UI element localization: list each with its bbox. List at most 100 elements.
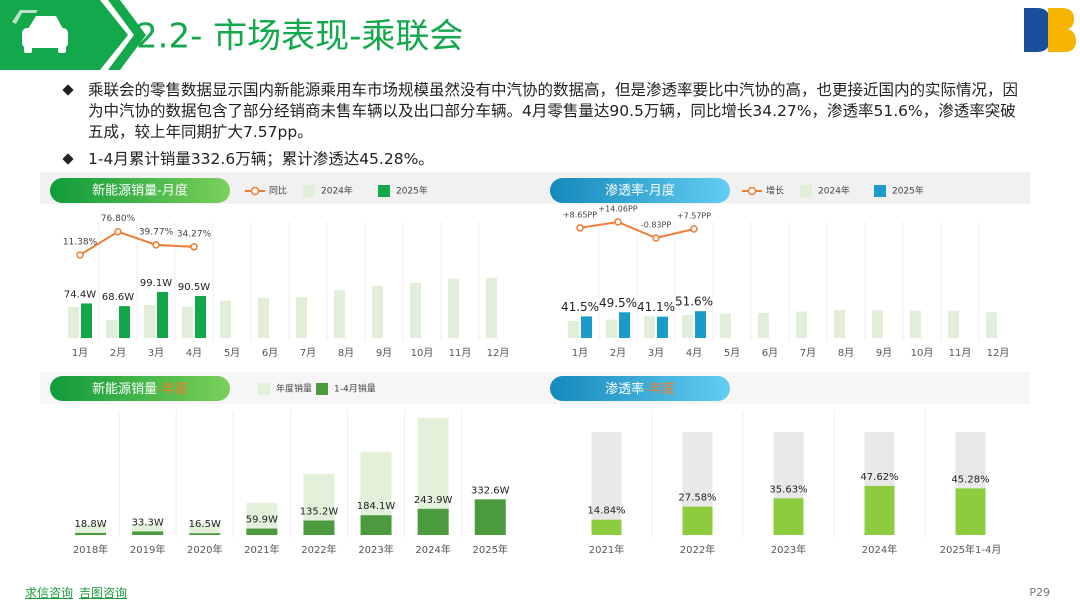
data-label: -0.83PP bbox=[641, 221, 672, 230]
x-tick-label: 2019年 bbox=[130, 543, 165, 556]
bar bbox=[334, 290, 345, 338]
bar bbox=[246, 528, 278, 535]
x-tick-label: 10月 bbox=[911, 347, 934, 359]
x-tick-label: 8月 bbox=[838, 347, 854, 359]
chart-title-pill bbox=[50, 376, 230, 401]
data-label: +14.06PP bbox=[598, 204, 637, 213]
data-label: 135.2W bbox=[300, 506, 339, 517]
line-point bbox=[114, 227, 122, 236]
x-tick-label: 2025年1-4月 bbox=[940, 543, 1002, 556]
data-label: 41.5% bbox=[561, 300, 599, 314]
data-label: +7.57PP bbox=[677, 211, 711, 220]
footer-link[interactable]: 求信咨询 bbox=[25, 586, 74, 600]
data-label: 243.9W bbox=[414, 495, 453, 506]
bar bbox=[619, 312, 630, 338]
legend-swatch bbox=[303, 185, 315, 197]
x-tick-label: 2020年 bbox=[187, 543, 222, 556]
x-tick-label: 2018年 bbox=[73, 543, 108, 556]
x-tick-label: 2月 bbox=[610, 347, 626, 359]
bar bbox=[119, 306, 130, 338]
page-number: P29 bbox=[1029, 586, 1050, 599]
line-point bbox=[614, 218, 622, 226]
legend-swatch bbox=[378, 185, 390, 197]
data-label: 34.27% bbox=[177, 229, 212, 239]
bar bbox=[682, 506, 713, 535]
x-tick-label: 2025年 bbox=[473, 543, 508, 556]
bar bbox=[864, 485, 895, 535]
x-tick-label: 1月 bbox=[572, 347, 588, 359]
chart-title-pill bbox=[50, 178, 230, 203]
data-label: 68.6W bbox=[102, 292, 134, 303]
x-tick-label: 2021年 bbox=[589, 543, 624, 556]
chart-title-pill bbox=[550, 178, 730, 203]
bar bbox=[360, 515, 392, 535]
x-tick-label: 3月 bbox=[148, 347, 164, 359]
bar bbox=[189, 533, 221, 535]
data-label: 35.63% bbox=[769, 484, 807, 495]
bullets: 乘联会的零售数据显示国内新能源乘用车市场规模虽然没有中汽协的数据高，但是渗透率要… bbox=[62, 80, 1022, 176]
legend-swatch bbox=[800, 185, 812, 197]
bar bbox=[182, 306, 193, 338]
x-tick-label: 7月 bbox=[800, 347, 816, 359]
x-tick-label: 12月 bbox=[987, 347, 1010, 359]
legend-label: 2025年 bbox=[892, 185, 924, 197]
data-label: 47.62% bbox=[860, 472, 898, 483]
x-tick-label: 2月 bbox=[110, 347, 126, 359]
bar bbox=[75, 524, 107, 535]
x-tick-label: 2024年 bbox=[862, 543, 897, 556]
legend-label: 1-4月销量 bbox=[334, 383, 376, 395]
x-tick-label: 9月 bbox=[876, 347, 892, 359]
chart-title: 新能源销量-月度 bbox=[92, 183, 188, 199]
line-point bbox=[190, 243, 198, 251]
chart-title: 渗透率-年度 bbox=[605, 381, 675, 397]
line-point bbox=[576, 224, 584, 232]
data-label: +8.65PP bbox=[563, 210, 597, 219]
legend-label: 年度销量 bbox=[276, 383, 312, 395]
x-tick-label: 11月 bbox=[949, 347, 972, 359]
line-point bbox=[690, 225, 698, 233]
data-label: 39.77% bbox=[139, 227, 174, 237]
bar bbox=[581, 316, 592, 338]
bar bbox=[758, 313, 769, 338]
bar bbox=[948, 310, 959, 338]
footer-link[interactable]: 吉图咨询 bbox=[79, 586, 128, 600]
legend-label: 增长 bbox=[766, 185, 784, 197]
x-tick-label: 2023年 bbox=[358, 543, 393, 556]
bullet-icon bbox=[62, 84, 74, 96]
bullet: 1-4月累计销量332.6万辆；累计渗透达45.28%。 bbox=[62, 149, 1022, 170]
legend-label: 2025年 bbox=[396, 185, 428, 197]
bar bbox=[486, 277, 497, 338]
bar bbox=[132, 523, 164, 535]
x-tick-label: 2024年 bbox=[415, 543, 450, 556]
x-tick-label: 7月 bbox=[300, 347, 316, 359]
data-label: 76.80% bbox=[101, 214, 136, 224]
data-label: 74.4W bbox=[64, 289, 96, 300]
car-icon bbox=[12, 10, 68, 53]
bullet-text: 1-4月累计销量332.6万辆；累计渗透达45.28%。 bbox=[88, 150, 434, 168]
bar bbox=[796, 311, 807, 338]
data-label: 45.28% bbox=[951, 474, 989, 485]
legend-marker bbox=[747, 186, 757, 196]
x-tick-label: 3月 bbox=[648, 347, 664, 359]
line-point bbox=[152, 241, 160, 249]
bar bbox=[132, 531, 164, 535]
legend-swatch bbox=[874, 185, 886, 197]
legend-marker bbox=[250, 186, 260, 196]
x-tick-label: 10月 bbox=[411, 347, 434, 359]
data-label: 59.9W bbox=[246, 515, 278, 526]
bar bbox=[68, 306, 79, 338]
bar bbox=[695, 311, 706, 338]
x-tick-label: 6月 bbox=[762, 347, 778, 359]
bullet-text: 乘联会的零售数据显示国内新能源乘用车市场规模虽然没有中汽协的数据高，但是渗透率要… bbox=[88, 81, 1019, 141]
x-tick-label: 4月 bbox=[686, 347, 702, 359]
bar bbox=[720, 313, 731, 338]
x-tick-label: 5月 bbox=[724, 347, 740, 359]
bar bbox=[417, 508, 449, 535]
x-tick-label: 2021年 bbox=[244, 543, 279, 556]
x-tick-label: 2022年 bbox=[301, 543, 336, 556]
bar bbox=[955, 488, 986, 535]
data-label: 11.38% bbox=[63, 237, 98, 247]
x-tick-label: 4月 bbox=[186, 347, 202, 359]
